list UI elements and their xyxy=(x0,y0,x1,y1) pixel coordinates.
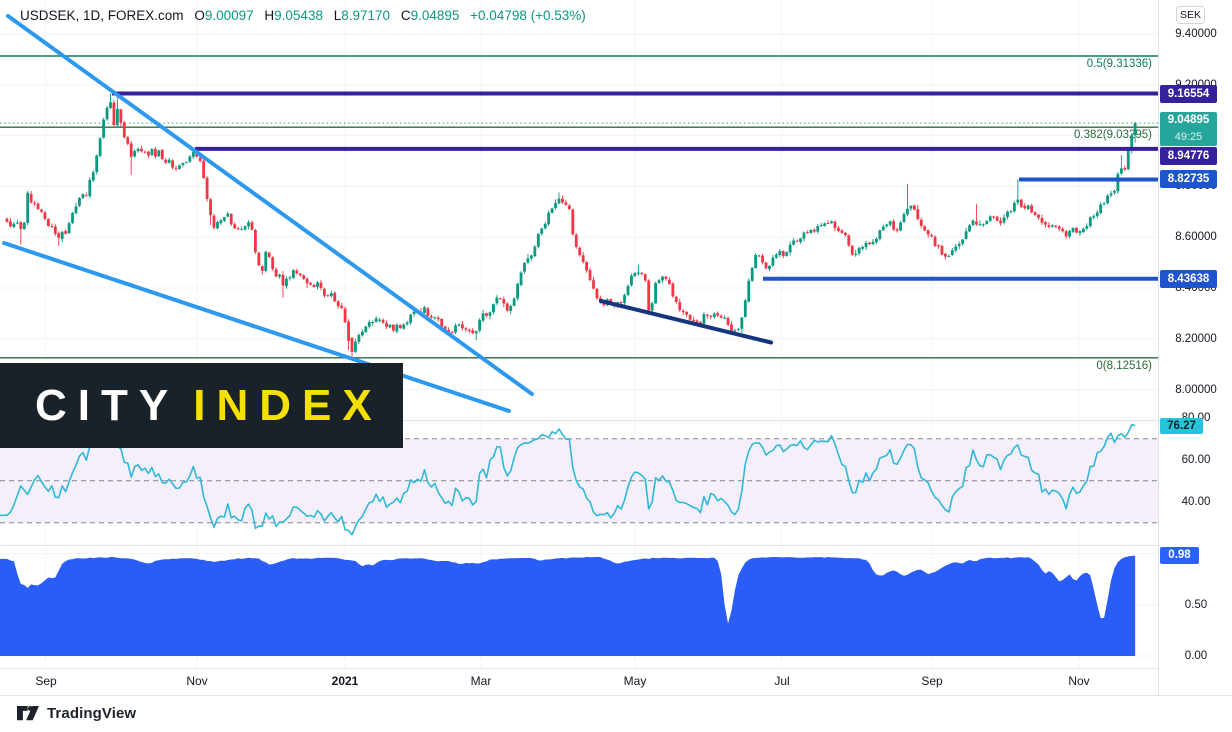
level-badge: 8.82735 xyxy=(1160,170,1217,189)
fib-label: 0.5(9.31336) xyxy=(1087,58,1152,70)
time-axis-label: Nov xyxy=(186,674,208,688)
city-index-watermark: CITY INDEX xyxy=(0,363,403,448)
price-axis-label: 8.20000 xyxy=(1175,332,1217,345)
rsi-axis-label: 40.00 xyxy=(1181,495,1211,508)
last-price-badge: 9.04895 49:25 xyxy=(1160,112,1217,146)
last-price-value: 9.04895 xyxy=(1167,114,1210,126)
change-value: +0.04798 (+0.53%) xyxy=(470,8,586,23)
symbol-header: USDSEK, 1D, FOREX.com O9.00097 H9.05438 … xyxy=(20,8,586,23)
candle-wicks-up xyxy=(13,93,1136,353)
tv-icon-shape-one xyxy=(17,706,28,721)
tradingview-wordmark: TradingView xyxy=(47,705,137,722)
time-axis-label: 2021 xyxy=(331,674,359,688)
level-badge: 9.16554 xyxy=(1160,84,1217,103)
time-scale[interactable]: Sep Nov 2021 Mar May Jul Sep Nov xyxy=(0,668,1232,695)
time-axis-label: Sep xyxy=(921,674,943,688)
fib-label: 0(8.12516) xyxy=(1096,360,1152,372)
ohlc-open-label: O xyxy=(194,8,205,23)
time-axis-label: Sep xyxy=(35,674,57,688)
ohlc-low-value: 8.97170 xyxy=(341,8,391,23)
rsi-axis-label: 60.00 xyxy=(1181,453,1211,466)
currency-unit-button[interactable]: SEK xyxy=(1176,6,1205,24)
trendline[interactable] xyxy=(599,299,773,345)
price-axis-label: 8.60000 xyxy=(1175,231,1217,244)
corr-badge: 0.98 xyxy=(1160,547,1199,565)
time-axis-label: Mar xyxy=(470,674,492,688)
time-axis-label: Nov xyxy=(1068,674,1090,688)
rsi-badge: 76.27 xyxy=(1160,417,1203,434)
ohlc-high-label: H xyxy=(264,8,275,23)
ohlc-low-label: L xyxy=(333,8,342,23)
ohlc-high-value: 9.05438 xyxy=(274,8,323,23)
price-axis-label: 9.40000 xyxy=(1175,28,1217,40)
ohlc-open-value: 9.00097 xyxy=(204,8,254,23)
city-index-word-index: INDEX xyxy=(193,380,383,430)
level-badge: 8.43638 xyxy=(1160,269,1217,288)
time-axis-label: Jul xyxy=(774,674,790,688)
time-axis-label: May xyxy=(623,674,647,688)
corr-axis-label: 0.50 xyxy=(1184,598,1208,611)
correlation-area xyxy=(0,555,1136,656)
ohlc-close-label: C xyxy=(400,8,411,23)
trendline[interactable] xyxy=(6,14,534,396)
level-badge: 8.94776 xyxy=(1160,146,1217,165)
price-axis-label: 8.00000 xyxy=(1175,383,1217,396)
symbol-title[interactable]: USDSEK, 1D, FOREX.com xyxy=(20,8,184,23)
tv-icon-shape-seven xyxy=(26,706,39,721)
tradingview-logo-icon xyxy=(17,706,39,721)
candle-bodies-down xyxy=(5,102,1127,353)
ohlc-close-value: 9.04895 xyxy=(410,8,460,23)
rsi-line xyxy=(0,423,1136,536)
bar-countdown: 49:25 xyxy=(1174,131,1203,143)
price-scale[interactable]: 9.400009.200008.800008.600008.400008.200… xyxy=(1158,0,1232,695)
city-index-word-city: CITY xyxy=(35,380,180,430)
trendline[interactable] xyxy=(2,241,511,413)
tradingview-attribution[interactable]: TradingView xyxy=(17,705,136,722)
corr-axis-label: 0.00 xyxy=(1184,650,1208,662)
fib-label: 0.382(9.03295) xyxy=(1074,129,1152,141)
